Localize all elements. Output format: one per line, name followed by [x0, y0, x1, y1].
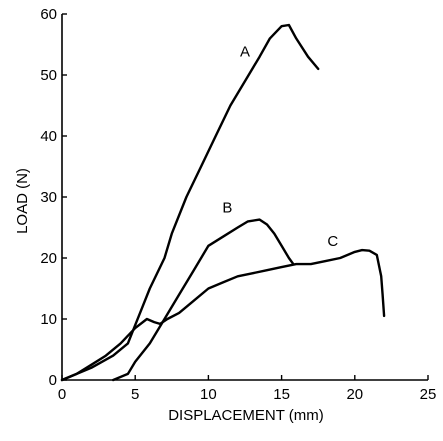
- series-label-a: A: [240, 44, 250, 61]
- series-line-b: [112, 218, 295, 382]
- x-tick-label: 20: [346, 386, 363, 403]
- series-line-c: [60, 248, 386, 382]
- curves: [60, 23, 386, 382]
- y-tick-label: 30: [40, 189, 57, 206]
- x-tick-label: 0: [58, 386, 66, 403]
- series-label-c: C: [327, 233, 338, 250]
- y-tick-label: 50: [40, 67, 57, 84]
- y-tick-label: 10: [40, 311, 57, 328]
- x-tick-label: 10: [200, 386, 217, 403]
- axes: [61, 14, 428, 381]
- y-tick-label: 20: [40, 250, 57, 267]
- y-axis-label: LOAD (N): [14, 168, 31, 234]
- y-tick-label: 0: [49, 372, 57, 389]
- series-label-b: B: [222, 199, 232, 216]
- x-tick-label: 15: [273, 386, 290, 403]
- x-tick-label: 25: [420, 386, 437, 403]
- ticks: 0 5 10 15 20 25 0 10 20 30 40 50 60: [40, 6, 436, 403]
- x-axis-label: DISPLACEMENT (mm): [168, 407, 324, 424]
- y-tick-label: 40: [40, 128, 57, 145]
- x-tick-label: 5: [131, 386, 139, 403]
- series-line-a: [60, 23, 320, 382]
- y-tick-label: 60: [40, 6, 57, 23]
- labels: A B C: [222, 44, 338, 250]
